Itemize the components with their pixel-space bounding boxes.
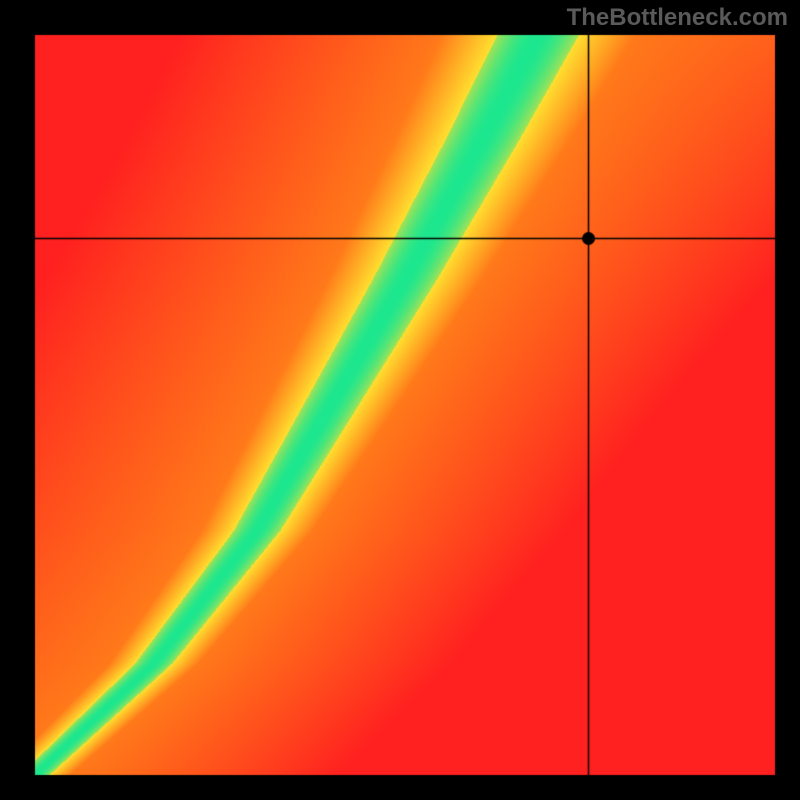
chart-container: TheBottleneck.com xyxy=(0,0,800,800)
watermark-text: TheBottleneck.com xyxy=(567,4,788,32)
heatmap-canvas xyxy=(0,0,800,800)
